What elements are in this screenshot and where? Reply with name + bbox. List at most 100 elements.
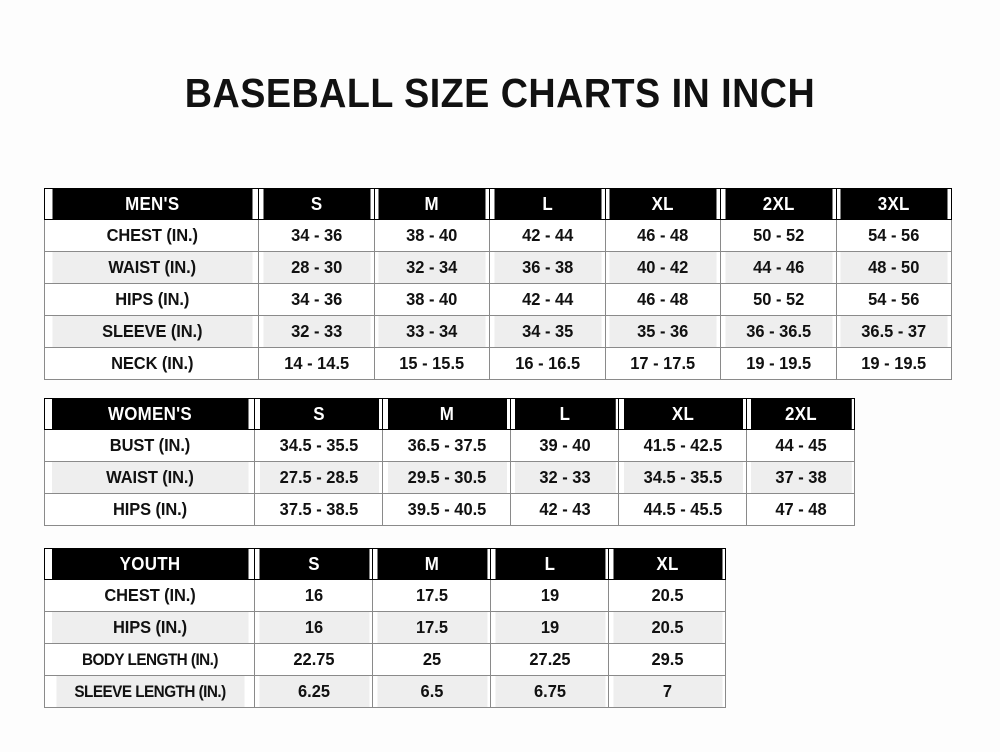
measurement-cell: 39.5 - 40.5 <box>385 493 508 526</box>
measurement-cell: 19 - 19.5 <box>839 347 949 380</box>
measurement-cell: 16 - 16.5 <box>492 347 603 380</box>
measurement-cell: 28 - 30 <box>261 251 372 284</box>
measurement-cell: 38 - 40 <box>377 283 487 316</box>
row-label: HIPS (IN.) <box>50 493 249 526</box>
measurement-cell: 36 - 36.5 <box>723 315 834 348</box>
measurement-cell: 17.5 <box>375 579 488 612</box>
mens-table-corner-label: MEN'S <box>50 188 254 220</box>
measurement-cell: 34 - 36 <box>261 219 372 252</box>
measurement-cell: 19 <box>493 611 606 644</box>
measurement-cell: 50 - 52 <box>723 219 834 252</box>
column-header-s: S <box>257 548 370 580</box>
column-header-m: M <box>375 548 488 580</box>
womens-size-table: WOMEN'S S M L XL 2XL BUST (IN.) 34.5 - 35.5 36.… <box>44 398 855 526</box>
measurement-cell: 48 - 50 <box>839 251 949 284</box>
row-label: HIPS (IN.) <box>50 611 249 644</box>
table-row: HIPS (IN.) 16 17.5 19 20.5 <box>45 611 726 644</box>
womens-table-body: BUST (IN.) 34.5 - 35.5 36.5 - 37.5 39 - 40 4… <box>45 429 855 526</box>
measurement-cell: 16 <box>257 611 370 644</box>
measurement-cell: 6.5 <box>375 675 488 708</box>
youth-table-corner-label: YOUTH <box>50 548 249 580</box>
measurement-cell: 35 - 36 <box>608 315 718 348</box>
youth-table-body: CHEST (IN.) 16 17.5 19 20.5 HIPS (IN.) 16 17.5 1… <box>45 579 726 708</box>
measurement-cell: 36 - 38 <box>492 251 603 284</box>
measurement-cell: 32 - 33 <box>261 315 372 348</box>
measurement-cell: 46 - 48 <box>608 283 718 316</box>
measurement-cell: 36.5 - 37.5 <box>385 429 508 462</box>
measurement-cell: 20.5 <box>611 579 723 612</box>
column-header-l: L <box>492 188 603 220</box>
column-header-xl: XL <box>611 548 723 580</box>
column-header-l: L <box>493 548 606 580</box>
table-row: SLEEVE (IN.) 32 - 33 33 - 34 34 - 35 35 - 36… <box>45 315 952 348</box>
table-header-row: YOUTH S M L XL <box>45 548 726 580</box>
measurement-cell: 34 - 36 <box>261 283 372 316</box>
measurement-cell: 14 - 14.5 <box>261 347 372 380</box>
measurement-cell: 40 - 42 <box>608 251 718 284</box>
row-label: SLEEVE LENGTH (IN.) <box>54 675 245 708</box>
measurement-cell: 32 - 33 <box>513 461 616 494</box>
row-label: WAIST (IN.) <box>50 251 254 284</box>
column-header-3xl: 3XL <box>839 188 949 220</box>
table-row: CHEST (IN.) 34 - 36 38 - 40 42 - 44 46 - 48 5… <box>45 219 952 252</box>
measurement-cell: 19 <box>493 579 606 612</box>
youth-table-header: YOUTH S M L XL <box>45 548 726 580</box>
measurement-cell: 44 - 46 <box>723 251 834 284</box>
measurement-cell: 17.5 <box>375 611 488 644</box>
measurement-cell: 42 - 43 <box>513 493 616 526</box>
measurement-cell: 50 - 52 <box>723 283 834 316</box>
measurement-cell: 54 - 56 <box>839 219 949 252</box>
womens-table-corner-label: WOMEN'S <box>50 398 249 430</box>
table-row: HIPS (IN.) 34 - 36 38 - 40 42 - 44 46 - 48 50… <box>45 283 952 316</box>
measurement-cell: 42 - 44 <box>492 219 603 252</box>
measurement-cell: 33 - 34 <box>377 315 487 348</box>
measurement-cell: 44.5 - 45.5 <box>621 493 744 526</box>
measurement-cell: 37.5 - 38.5 <box>257 493 380 526</box>
row-label: CHEST (IN.) <box>50 579 249 612</box>
measurement-cell: 46 - 48 <box>608 219 718 252</box>
measurement-cell: 42 - 44 <box>492 283 603 316</box>
mens-table-body: CHEST (IN.) 34 - 36 38 - 40 42 - 44 46 - 48 5… <box>45 219 952 380</box>
measurement-cell: 15 - 15.5 <box>377 347 487 380</box>
measurement-cell: 7 <box>611 675 723 708</box>
table-row: CHEST (IN.) 16 17.5 19 20.5 <box>45 579 726 612</box>
table-row: HIPS (IN.) 37.5 - 38.5 39.5 - 40.5 42 - 43 4… <box>45 493 855 526</box>
youth-size-table: YOUTH S M L XL CHEST (IN.) 16 17.5 19 20.5 HIPS (… <box>44 548 726 708</box>
column-header-s: S <box>257 398 380 430</box>
measurement-cell: 44 - 45 <box>749 429 852 462</box>
row-label: BUST (IN.) <box>50 429 249 462</box>
table-row: WAIST (IN.) 28 - 30 32 - 34 36 - 38 40 - 42 4… <box>45 251 952 284</box>
row-label: BODY LENGTH (IN.) <box>54 643 245 676</box>
measurement-cell: 38 - 40 <box>377 219 487 252</box>
measurement-cell: 41.5 - 42.5 <box>621 429 744 462</box>
table-header-row: WOMEN'S S M L XL 2XL <box>45 398 855 430</box>
measurement-cell: 6.25 <box>257 675 370 708</box>
table-row: BUST (IN.) 34.5 - 35.5 36.5 - 37.5 39 - 40 4… <box>45 429 855 462</box>
table-row: SLEEVE LENGTH (IN.) 6.25 6.5 6.75 7 <box>45 675 726 708</box>
measurement-cell: 25 <box>375 643 488 676</box>
row-label: NECK (IN.) <box>50 347 254 380</box>
measurement-cell: 19 - 19.5 <box>723 347 834 380</box>
measurement-cell: 34.5 - 35.5 <box>621 461 744 494</box>
measurement-cell: 27.5 - 28.5 <box>257 461 380 494</box>
measurement-cell: 34.5 - 35.5 <box>257 429 380 462</box>
measurement-cell: 39 - 40 <box>513 429 616 462</box>
table-row: NECK (IN.) 14 - 14.5 15 - 15.5 16 - 16.5 17 … <box>45 347 952 380</box>
measurement-cell: 34 - 35 <box>492 315 603 348</box>
column-header-2xl: 2XL <box>723 188 834 220</box>
table-row: WAIST (IN.) 27.5 - 28.5 29.5 - 30.5 32 - 33… <box>45 461 855 494</box>
page-title: BASEBALL SIZE CHARTS IN INCH <box>184 70 816 116</box>
column-header-m: M <box>377 188 487 220</box>
row-label: WAIST (IN.) <box>50 461 249 494</box>
table-row: BODY LENGTH (IN.) 22.75 25 27.25 29.5 <box>45 643 726 676</box>
womens-table-header: WOMEN'S S M L XL 2XL <box>45 398 855 430</box>
measurement-cell: 27.25 <box>493 643 606 676</box>
measurement-cell: 54 - 56 <box>839 283 949 316</box>
row-label: CHEST (IN.) <box>50 219 254 252</box>
measurement-cell: 29.5 - 30.5 <box>385 461 508 494</box>
measurement-cell: 20.5 <box>611 611 723 644</box>
row-label: SLEEVE (IN.) <box>50 315 254 348</box>
table-header-row: MEN'S S M L XL 2XL 3XL <box>45 188 952 220</box>
measurement-cell: 32 - 34 <box>377 251 487 284</box>
